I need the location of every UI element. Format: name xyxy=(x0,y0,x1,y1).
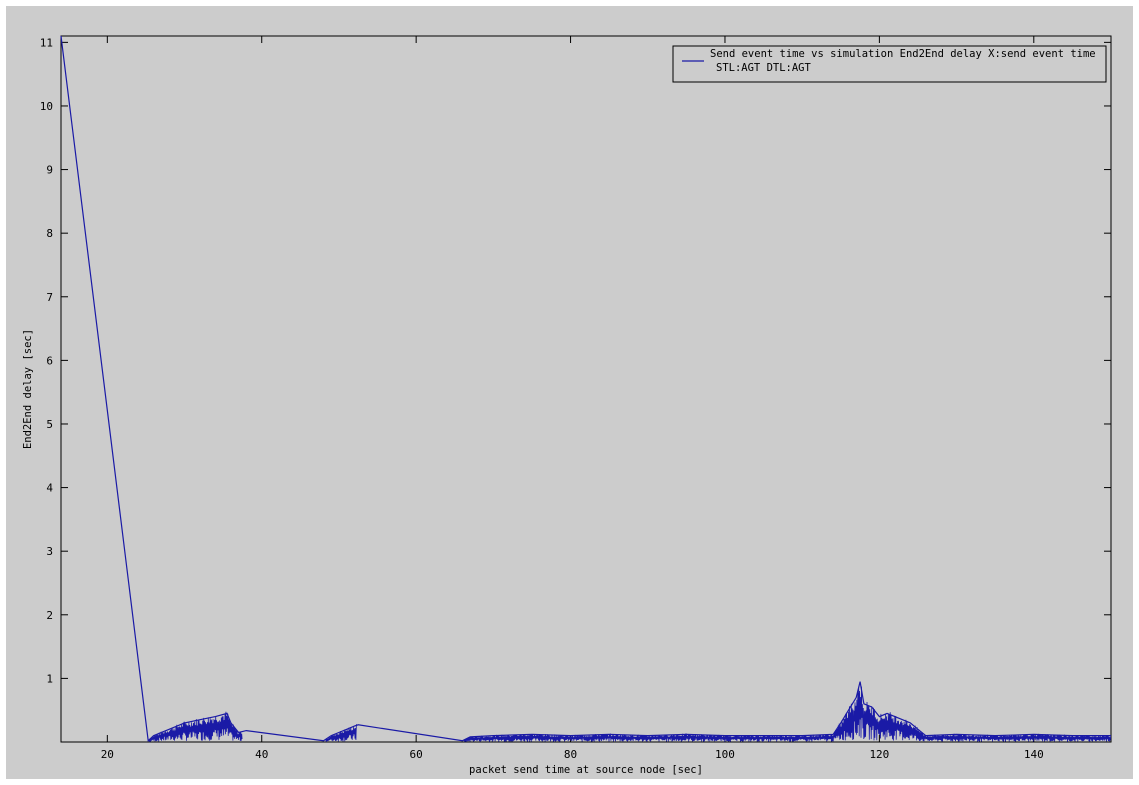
x-tick-label: 40 xyxy=(255,748,268,761)
plot-area xyxy=(60,35,1112,743)
axis-tick-labels: 20 40 60 80 100 120 140 1 2 3 4 5 6 7 8 9 10 11 xyxy=(40,36,1044,761)
y-tick-label: 2 xyxy=(46,609,53,622)
x-tick-label: 120 xyxy=(869,748,889,761)
y-tick-label: 10 xyxy=(40,100,53,113)
x-tick-label: 20 xyxy=(101,748,114,761)
y-tick-label: 7 xyxy=(46,291,53,304)
y-tick-label: 4 xyxy=(46,482,53,495)
x-tick-label: 100 xyxy=(715,748,735,761)
chart-svg: 20 40 60 80 100 120 140 1 2 3 4 5 6 7 8 9 10 11 packet se… xyxy=(22,35,1112,776)
y-tick-label: 6 xyxy=(46,354,53,367)
y-tick-label: 3 xyxy=(46,545,53,558)
y-tick-label: 11 xyxy=(40,36,53,49)
y-tick-label: 1 xyxy=(46,672,53,685)
x-tick-label: 80 xyxy=(564,748,577,761)
y-tick-label: 9 xyxy=(46,164,53,177)
legend: Send event time vs simulation End2End de… xyxy=(672,45,1107,83)
y-tick-label: 5 xyxy=(46,418,53,431)
x-axis-title: packet send time at source node [sec] xyxy=(469,764,703,776)
series-jitter xyxy=(148,686,1112,743)
legend-label-line1: Send event time vs simulation End2End de… xyxy=(710,48,1096,60)
legend-box xyxy=(672,45,1107,83)
legend-label-line2: STL:AGT DTL:AGT xyxy=(716,62,812,74)
figure-background: 20 40 60 80 100 120 140 1 2 3 4 5 6 7 8 9 10 11 packet se… xyxy=(6,6,1133,779)
series-oscillation xyxy=(148,686,1112,743)
x-tick-label: 60 xyxy=(410,748,423,761)
y-axis-title: End2End delay [sec] xyxy=(22,329,34,449)
y-tick-label: 8 xyxy=(46,227,53,240)
x-tick-label: 140 xyxy=(1024,748,1044,761)
